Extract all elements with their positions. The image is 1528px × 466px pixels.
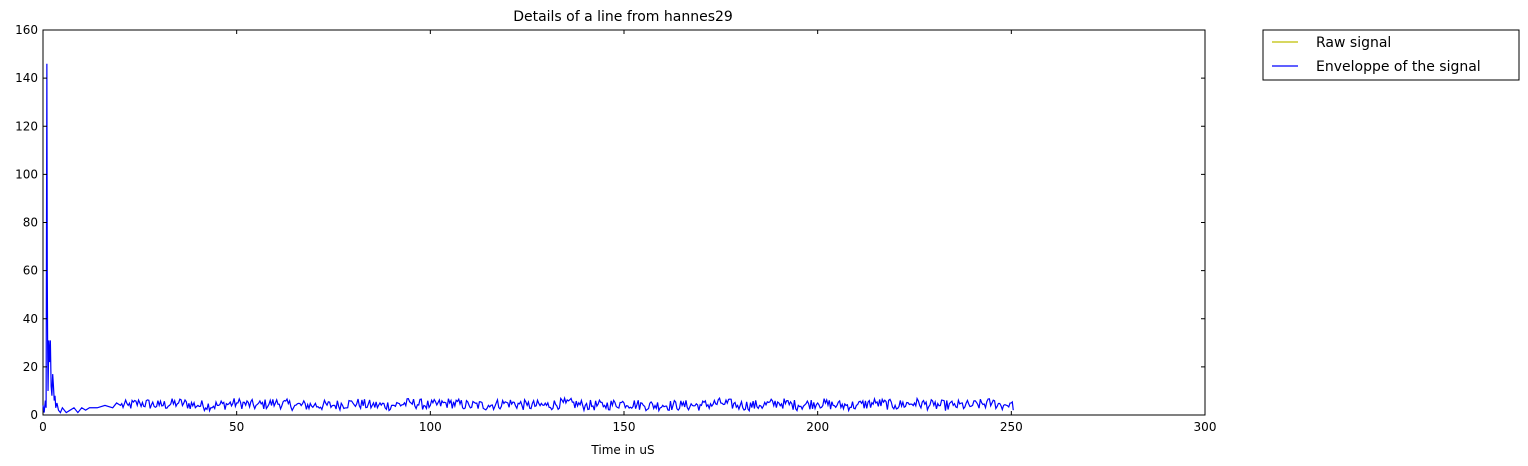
y-tick-label: 20 bbox=[23, 360, 38, 374]
y-tick-label: 40 bbox=[23, 312, 38, 326]
y-tick-label: 140 bbox=[15, 71, 38, 85]
legend: Raw signal Enveloppe of the signal bbox=[1262, 29, 1520, 81]
y-tick-label: 0 bbox=[30, 408, 38, 422]
chart-title: Details of a line from hannes29 bbox=[513, 9, 733, 25]
legend-label-envelope: Enveloppe of the signal bbox=[1316, 59, 1481, 75]
x-tick-label: 150 bbox=[613, 420, 636, 434]
y-tick-label: 60 bbox=[23, 264, 38, 278]
y-tick-label: 160 bbox=[15, 23, 38, 37]
x-tick-label: 50 bbox=[229, 420, 244, 434]
y-tick-label: 80 bbox=[23, 216, 38, 230]
y-tick-label: 100 bbox=[15, 167, 38, 181]
ticks-layer: 0 50 100 150 200 250 300 0 20 40 60 80 100 120 140 160 bbox=[15, 23, 1216, 434]
legend-label-raw-signal: Raw signal bbox=[1316, 35, 1391, 51]
y-tick-label: 120 bbox=[15, 119, 38, 133]
x-tick-label: 200 bbox=[806, 420, 829, 434]
x-axis-label: Time in uS bbox=[590, 443, 654, 457]
x-tick-label: 250 bbox=[1000, 420, 1023, 434]
legend-box bbox=[1262, 29, 1520, 81]
series-layer bbox=[42, 63, 1014, 414]
plot-area: 0 50 100 150 200 250 300 0 20 40 60 80 100 120 140 160 bbox=[15, 23, 1216, 434]
plot-frame bbox=[42, 29, 1206, 416]
x-tick-label: 100 bbox=[419, 420, 442, 434]
x-tick-label: 300 bbox=[1194, 420, 1217, 434]
x-tick-label: 0 bbox=[39, 420, 47, 434]
series-line-1 bbox=[42, 63, 1014, 414]
